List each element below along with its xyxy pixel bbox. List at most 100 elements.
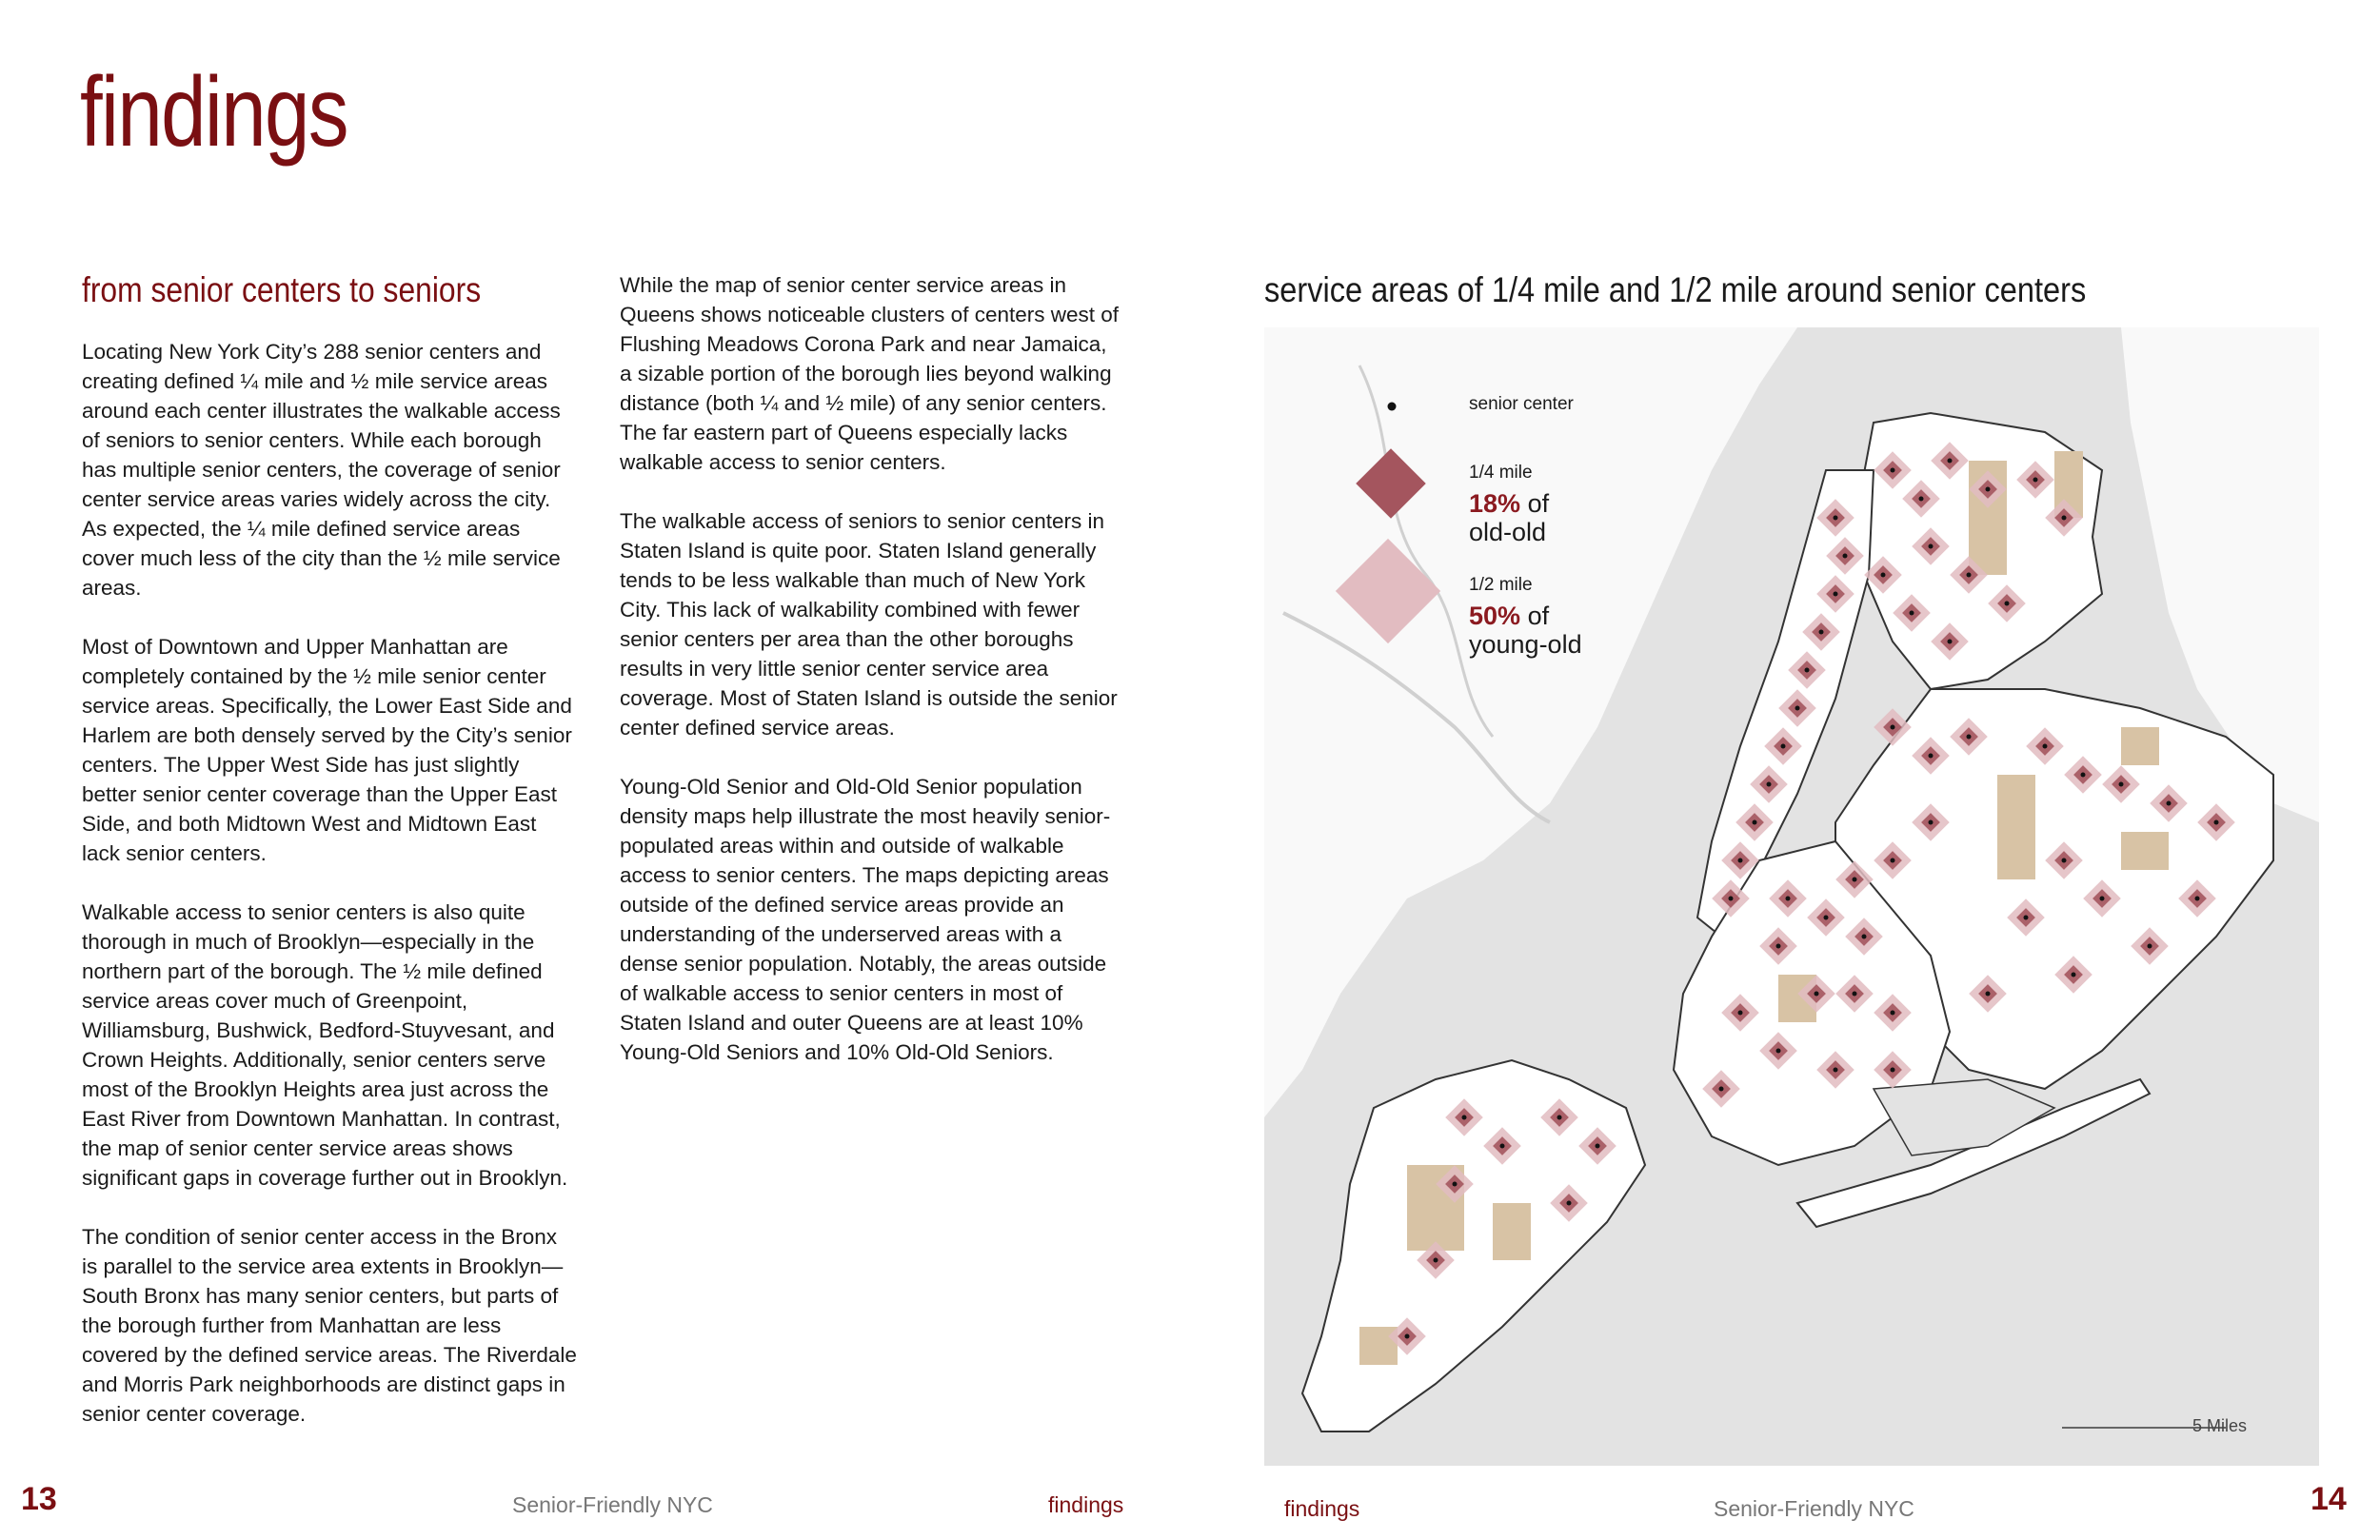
senior-center-point: [2042, 743, 2048, 749]
half-mile-swatch: [1335, 538, 1441, 644]
senior-center-point: [1852, 877, 1857, 882]
senior-center-point: [2118, 781, 2124, 787]
senior-center-point: [2194, 896, 2200, 901]
half-mile-of: of: [1527, 602, 1550, 630]
senior-center-point: [1918, 496, 1924, 502]
senior-center-point: [2023, 915, 2029, 920]
quarter-mile-of: of: [1527, 489, 1550, 518]
senior-center-point: [1833, 1067, 1838, 1073]
scale-label: 5 Miles: [2192, 1416, 2248, 1435]
senior-center-point: [1785, 896, 1791, 901]
legend-senior-center-label: senior center: [1469, 394, 1574, 414]
service-area-map: senior center 1/4 mile 18% of old-old 1/…: [1264, 327, 2319, 1466]
map-title: service areas of 1/4 mile and 1/2 mile a…: [1264, 270, 2087, 309]
senior-center-point: [1814, 991, 1819, 997]
senior-center-point: [1775, 1048, 1781, 1054]
senior-center-point: [1775, 943, 1781, 949]
senior-center-point: [1795, 705, 1800, 711]
river: [1282, 611, 1551, 824]
senior-center-point: [2147, 943, 2152, 949]
senior-center-point: [1433, 1257, 1438, 1263]
senior-center-point: [1452, 1181, 1458, 1187]
quarter-mile-swatch: [1356, 448, 1426, 519]
senior-center-point: [1737, 858, 1743, 863]
senior-center-point: [1780, 743, 1786, 749]
senior-center-point: [1985, 486, 1991, 492]
senior-center-point: [1766, 781, 1772, 787]
senior-center-point: [1890, 858, 1895, 863]
quarter-mile-percent: 18%: [1469, 489, 1521, 518]
park: [1359, 1327, 1398, 1365]
senior-center-point: [2004, 601, 2010, 606]
senior-center-point: [1595, 1143, 1600, 1149]
paragraph: Locating New York City’s 288 senior cent…: [82, 340, 561, 600]
senior-center-point: [1852, 991, 1857, 997]
senior-center-point: [1928, 819, 1934, 825]
senior-center-point: [1861, 934, 1867, 939]
senior-center-point: [1909, 610, 1914, 616]
half-mile-group: young-old: [1469, 630, 1582, 659]
senior-center-point: [1752, 819, 1757, 825]
new-jersey-land: [1264, 327, 1797, 1117]
senior-center-point: [1557, 1115, 1562, 1120]
senior-center-point: [1928, 753, 1934, 759]
legend-half-mile-stat: 50% of young-old: [1469, 602, 1582, 659]
half-mile-percent: 50%: [1469, 602, 1521, 630]
senior-center-point: [1737, 1010, 1743, 1016]
senior-center-point: [1823, 915, 1829, 920]
legend-half-mile-label: 1/2 mile: [1469, 575, 1533, 595]
senior-center-marker: [1387, 402, 1397, 411]
senior-center-point: [1842, 553, 1848, 559]
senior-center-point: [1966, 734, 1972, 740]
senior-center-point: [1880, 572, 1886, 578]
paragraph: Walkable access to senior centers is als…: [82, 900, 568, 1190]
senior-center-point: [1966, 572, 1972, 578]
senior-center-point: [2071, 972, 2076, 977]
parks: [1359, 451, 2169, 1365]
senior-center-point: [1461, 1115, 1467, 1120]
paragraph: The condition of senior center access in…: [82, 1225, 577, 1426]
footer-section-left: findings: [1048, 1492, 1124, 1517]
section-heading: from senior centers to seniors: [82, 270, 482, 309]
senior-center-point: [1890, 724, 1895, 730]
footer-publication-right: Senior-Friendly NYC: [1714, 1496, 1914, 1521]
park: [2121, 727, 2159, 765]
legend-quarter-mile-stat: 18% of old-old: [1469, 489, 1549, 546]
park: [1493, 1203, 1531, 1260]
page-number-right: 14: [2311, 1481, 2347, 1517]
senior-center-point: [2166, 800, 2172, 806]
park: [1997, 775, 2035, 879]
senior-center-point: [1985, 991, 1991, 997]
senior-center-point: [1833, 515, 1838, 521]
senior-center-point: [1804, 667, 1810, 673]
park: [2121, 832, 2169, 870]
footer-section-right: findings: [1284, 1496, 1360, 1521]
senior-center-point: [1718, 1086, 1724, 1092]
legend-quarter-mile-label: 1/4 mile: [1469, 463, 1533, 483]
body-column-2: While the map of senior center service a…: [620, 270, 1124, 1096]
senior-center-point: [2213, 819, 2219, 825]
paragraph: While the map of senior center service a…: [620, 273, 1120, 474]
page-title: findings: [80, 57, 348, 168]
senior-center-point: [1404, 1333, 1410, 1339]
senior-center-point: [1566, 1200, 1572, 1206]
jamaica-bay: [1872, 1078, 2056, 1156]
senior-center-point: [1818, 629, 1824, 635]
senior-center-point: [2033, 477, 2038, 483]
senior-center-point: [1833, 591, 1838, 597]
map-legend: [1335, 402, 1441, 644]
paragraph: The walkable access of seniors to senior…: [620, 509, 1118, 740]
page-number-left: 13: [21, 1481, 57, 1517]
senior-center-point: [1890, 467, 1895, 473]
paragraph: Most of Downtown and Upper Manhattan are…: [82, 635, 572, 865]
senior-center-point: [1928, 543, 1934, 549]
senior-center-point: [1728, 896, 1734, 901]
paragraph: Young-Old Senior and Old-Old Senior popu…: [620, 775, 1111, 1064]
senior-center-point: [2099, 896, 2105, 901]
senior-center-point: [1890, 1067, 1895, 1073]
nassau-land: [2121, 327, 2319, 822]
senior-center-point: [1499, 1143, 1505, 1149]
senior-center-point: [2061, 858, 2067, 863]
senior-center-point: [1947, 639, 1953, 644]
body-column-1: Locating New York City’s 288 senior cent…: [82, 337, 577, 1458]
